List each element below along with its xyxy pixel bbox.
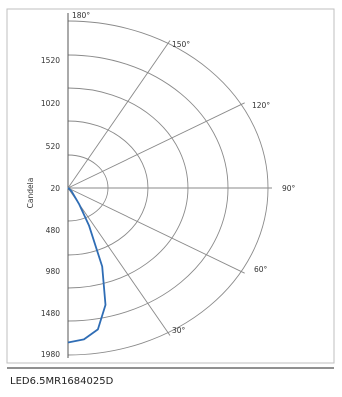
polar-spoke	[68, 188, 245, 273]
angle-label: 120°	[252, 101, 270, 110]
series-line	[68, 188, 106, 343]
label-layer: 180° 150° 120° 90° 60° 30° 20 520 1020 1520 480 980…	[26, 11, 296, 359]
polar-spoke	[68, 188, 170, 336]
grid-layer	[68, 13, 272, 358]
angle-label: 30°	[172, 326, 186, 335]
y-axis-label: Candela	[26, 178, 35, 209]
angle-label: 180°	[72, 11, 90, 20]
radial-tick-label: 1480	[41, 309, 60, 318]
angle-label: 90°	[282, 184, 296, 193]
angle-label: 60°	[254, 265, 268, 274]
radial-tick-label: 980	[46, 267, 61, 276]
radial-tick-label: 520	[46, 142, 61, 151]
radial-tick-label: 1020	[41, 99, 60, 108]
radial-tick-label: 1980	[41, 350, 60, 359]
polar-spoke	[68, 103, 245, 188]
product-caption: LED6.5MR1684025D	[10, 376, 113, 387]
radial-tick-label: 480	[46, 226, 61, 235]
polar-spoke	[68, 40, 170, 188]
radial-tick-label: 1520	[41, 56, 60, 65]
angle-label: 150°	[172, 40, 190, 49]
series-layer	[68, 188, 106, 343]
radial-tick-label: 20	[50, 184, 60, 193]
